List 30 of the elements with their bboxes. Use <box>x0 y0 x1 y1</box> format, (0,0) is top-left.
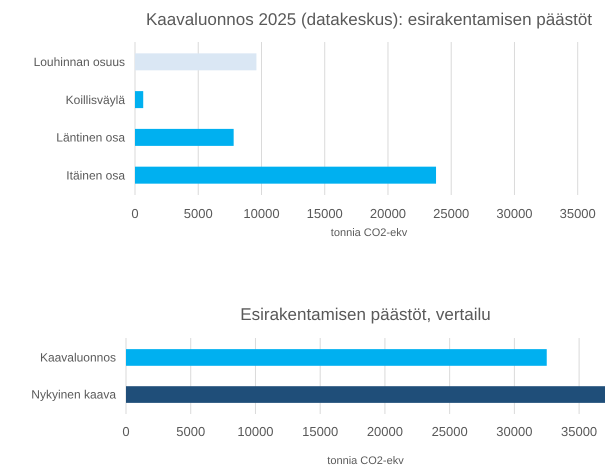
y-tick-label: Nykyinen kaava <box>31 388 116 402</box>
x-tick-label: 10000 <box>243 206 280 221</box>
chart-title: Esirakentamisen päästöt, vertailu <box>240 305 491 324</box>
x-axis-title: tonnia CO2-ekv <box>330 227 408 239</box>
x-tick-label: 5000 <box>176 424 206 439</box>
x-tick-label: 15000 <box>302 424 338 439</box>
bar <box>135 91 144 108</box>
x-tick-label: 20000 <box>366 424 403 439</box>
chart-title: Kaavaluonnos 2025 (datakeskus): esirakentamisen päästöt <box>146 10 592 29</box>
bar <box>135 166 436 184</box>
x-tick-label: 30000 <box>496 424 532 439</box>
x-tick-label: 15000 <box>306 206 343 221</box>
x-tick-label: 10000 <box>237 424 274 439</box>
x-tick-label: 25000 <box>432 424 468 439</box>
x-tick-label: 20000 <box>370 206 406 221</box>
bar <box>135 53 256 70</box>
x-tick-label: 35000 <box>561 424 598 439</box>
bar <box>135 128 234 146</box>
y-tick-label: Läntinen osa <box>56 130 126 145</box>
x-axis-title: tonnia CO2-ekv <box>327 455 404 467</box>
x-tick-label: 0 <box>122 424 130 439</box>
x-tick-label: 35000 <box>560 206 596 221</box>
x-tick-label: 30000 <box>496 206 533 221</box>
y-tick-label: Koillisväylä <box>66 92 126 107</box>
y-tick-label: Louhinnan osuus <box>34 55 125 70</box>
x-tick-label: 0 <box>131 206 139 221</box>
x-tick-label: 25000 <box>433 206 470 221</box>
y-tick-label: Kaavaluonnos <box>40 350 116 365</box>
y-tick-label: Itäinen osa <box>66 168 126 182</box>
x-tick-label: 5000 <box>184 206 213 221</box>
